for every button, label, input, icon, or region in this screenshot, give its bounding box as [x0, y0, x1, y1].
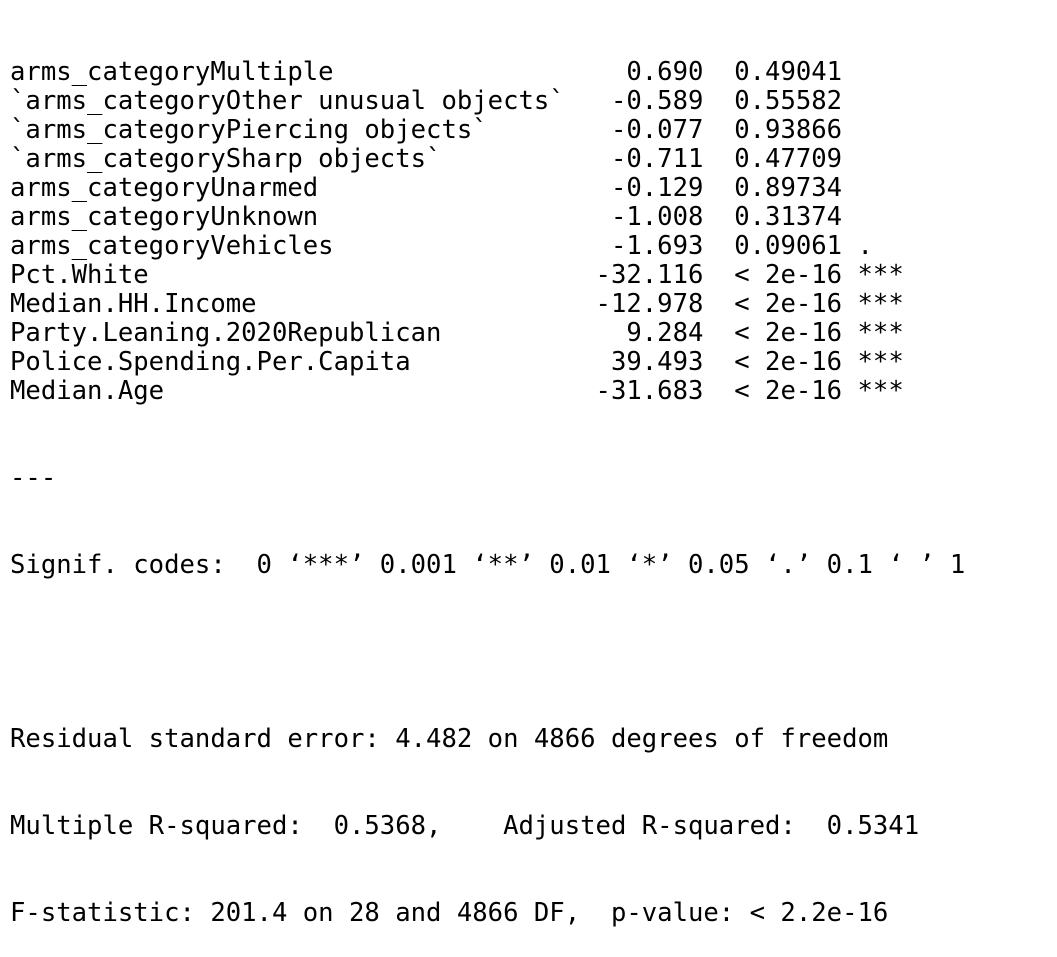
coefficients-table: arms_categoryMultiple 0.690 0.49041 `arms… [10, 58, 965, 406]
blank-line [10, 638, 965, 667]
coef-signif: *** [842, 318, 904, 348]
coef-t-value: -32.116 [564, 260, 704, 290]
coef-p-value: 0.09061 [703, 231, 843, 261]
coef-row: arms_categoryVehicles -1.693 0.09061 . [10, 232, 965, 261]
residual-se-line: Residual standard error: 4.482 on 4866 d… [10, 724, 889, 754]
coef-p-value: 0.31374 [703, 202, 843, 232]
coef-term: `arms_categoryPiercing objects` [10, 115, 565, 145]
coef-t-value: -1.008 [564, 202, 704, 232]
coef-term: `arms_categoryOther unusual objects` [10, 86, 565, 116]
coef-term: arms_categoryMultiple [10, 57, 565, 87]
coef-t-value: -0.077 [564, 115, 704, 145]
r-squared-line: Multiple R-squared: 0.5368, Adjusted R-s… [10, 812, 965, 841]
coef-t-value: 0.690 [564, 57, 704, 87]
coef-signif: *** [842, 347, 904, 377]
coef-term: Party.Leaning.2020Republican [10, 318, 565, 348]
coef-row: Median.HH.Income -12.978 < 2e-16 *** [10, 290, 965, 319]
coef-p-value: < 2e-16 [703, 260, 843, 290]
coef-t-value: -1.693 [564, 231, 704, 261]
separator-line: --- [10, 463, 57, 493]
coef-t-value: 9.284 [564, 318, 704, 348]
r-squared-text: Multiple R-squared: 0.5368, Adjusted R-s… [10, 811, 935, 841]
coef-row: Party.Leaning.2020Republican 9.284 < 2e-… [10, 319, 965, 348]
coef-p-value: 0.55582 [703, 86, 843, 116]
coef-term: Median.HH.Income [10, 289, 565, 319]
coef-term: arms_categoryUnknown [10, 202, 565, 232]
coef-term: arms_categoryVehicles [10, 231, 565, 261]
coef-row: arms_categoryUnknown -1.008 0.31374 [10, 203, 965, 232]
coef-row: arms_categoryUnarmed -0.129 0.89734 [10, 174, 965, 203]
coef-row: Median.Age -31.683 < 2e-16 *** [10, 377, 965, 406]
coef-t-value: 39.493 [564, 347, 704, 377]
coef-term: Police.Spending.Per.Capita [10, 347, 565, 377]
coef-signif: . [842, 231, 873, 261]
signif-codes-line: Signif. codes: 0 ‘***’ 0.001 ‘**’ 0.01 ‘… [10, 550, 966, 580]
coef-t-value: -0.589 [564, 86, 704, 116]
coef-signif: *** [842, 289, 904, 319]
coef-p-value: < 2e-16 [703, 347, 843, 377]
coef-row: `arms_categoryOther unusual objects` -0.… [10, 87, 965, 116]
f-statistic-line: F-statistic: 201.4 on 28 and 4866 DF, p-… [10, 898, 889, 928]
coef-p-value: 0.47709 [703, 144, 843, 174]
coef-term: Median.Age [10, 376, 565, 406]
coef-t-value: -0.711 [564, 144, 704, 174]
coef-row: `arms_categorySharp objects` -0.711 0.47… [10, 145, 965, 174]
coef-t-value: -0.129 [564, 173, 704, 203]
coef-signif: *** [842, 376, 904, 406]
coef-row: Pct.White -32.116 < 2e-16 *** [10, 261, 965, 290]
coef-p-value: 0.89734 [703, 173, 843, 203]
coef-p-value: < 2e-16 [703, 289, 843, 319]
coef-term: `arms_categorySharp objects` [10, 144, 565, 174]
coef-term: Pct.White [10, 260, 565, 290]
coef-row: Police.Spending.Per.Capita 39.493 < 2e-1… [10, 348, 965, 377]
coef-row: `arms_categoryPiercing objects` -0.077 0… [10, 116, 965, 145]
coef-term: arms_categoryUnarmed [10, 173, 565, 203]
coef-t-value: -12.978 [564, 289, 704, 319]
coef-signif: *** [842, 260, 904, 290]
coef-p-value: 0.93866 [703, 115, 843, 145]
coef-t-value: -31.683 [564, 376, 704, 406]
coef-p-value: 0.49041 [703, 57, 843, 87]
r-console-output: arms_categoryMultiple 0.690 0.49041 `arms… [10, 0, 965, 957]
coef-p-value: < 2e-16 [703, 318, 843, 348]
coef-p-value: < 2e-16 [703, 376, 843, 406]
coef-row: arms_categoryMultiple 0.690 0.49041 [10, 58, 965, 87]
